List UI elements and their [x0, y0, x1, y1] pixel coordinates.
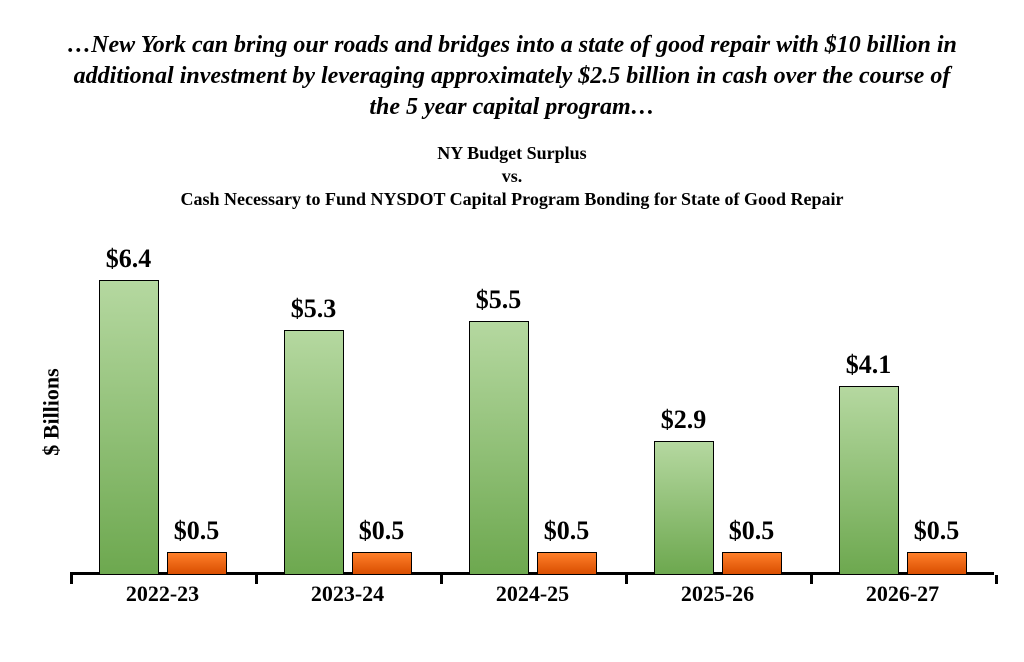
surplus-bar: [839, 386, 899, 575]
cash-bar: [352, 552, 412, 575]
cash-bar-label: $0.5: [712, 516, 792, 546]
cash-bar: [722, 552, 782, 575]
cash-bar-label: $0.5: [527, 516, 607, 546]
x-tick: [995, 575, 998, 584]
cash-bar: [537, 552, 597, 575]
surplus-bar: [284, 330, 344, 574]
surplus-bar-label: $5.3: [274, 294, 354, 324]
category-label: 2022-23: [70, 581, 255, 607]
chart-area: $ Billions $6.4 $0.5 2022-23 $5.3 $0.5 2023-2…: [0, 220, 1024, 605]
y-axis-label: $ Billions: [39, 369, 65, 456]
category-label: 2024-25: [440, 581, 625, 607]
surplus-bar-label: $6.4: [89, 244, 169, 274]
category-label: 2023-24: [255, 581, 440, 607]
cash-bar: [907, 552, 967, 575]
surplus-bar-label: $5.5: [459, 285, 539, 315]
cash-bar-label: $0.5: [897, 516, 977, 546]
cash-bar: [167, 552, 227, 575]
plot-region: $6.4$0.52022-23$5.3$0.52023-24$5.5$0.520…: [70, 220, 994, 575]
surplus-bar-label: $2.9: [644, 405, 724, 435]
category-label: 2026-27: [810, 581, 995, 607]
category-label: 2025-26: [625, 581, 810, 607]
intro-paragraph: …New York can bring our roads and bridge…: [60, 30, 964, 124]
chart-title: NY Budget Surplusvs.Cash Necessary to Fu…: [120, 142, 904, 212]
surplus-bar: [654, 441, 714, 575]
surplus-bar: [469, 321, 529, 575]
surplus-bar: [99, 280, 159, 575]
cash-bar-label: $0.5: [157, 516, 237, 546]
cash-bar-label: $0.5: [342, 516, 422, 546]
surplus-bar-label: $4.1: [829, 350, 909, 380]
